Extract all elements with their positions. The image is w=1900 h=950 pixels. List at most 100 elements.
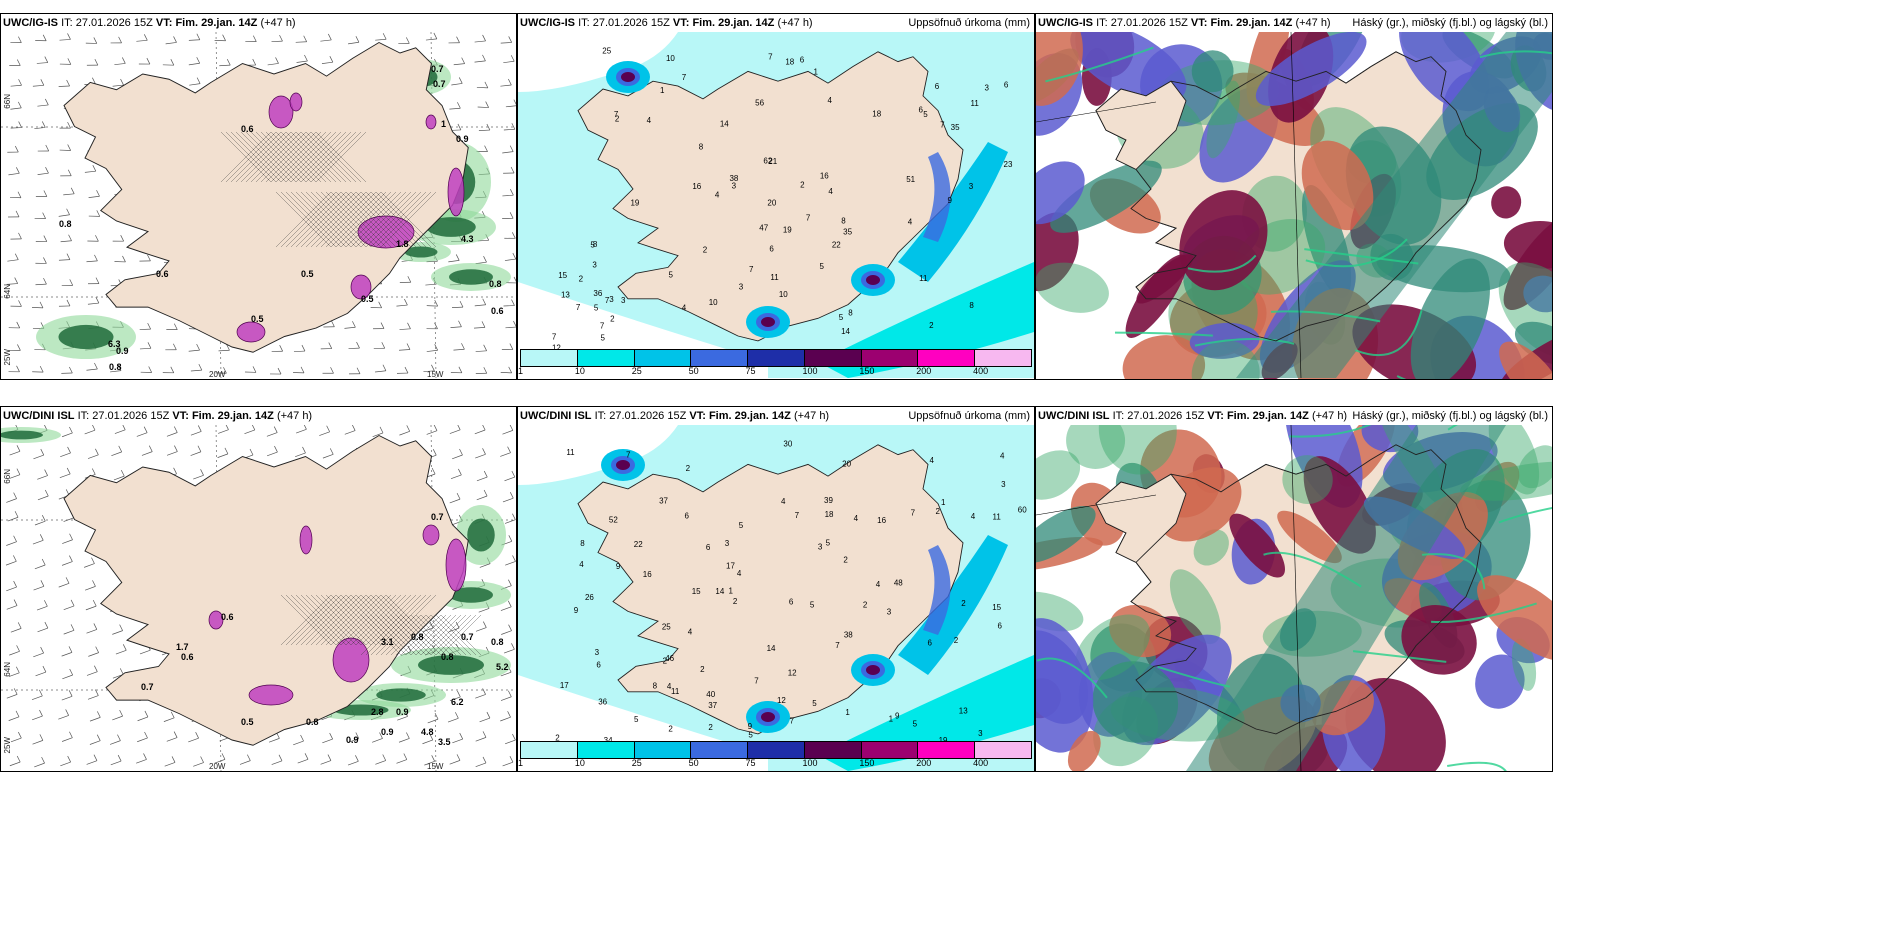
wind-barb: [239, 760, 251, 765]
precip-value: 7: [911, 508, 916, 517]
wind-barb-flag: [43, 257, 47, 264]
wind-barb: [475, 350, 487, 352]
wind-barb: [8, 716, 20, 721]
vt-label: VT:: [672, 17, 690, 29]
colorbar-cell: [521, 350, 578, 366]
wind-barb-flag: [40, 646, 44, 654]
precip-map[interactable]: 1 3 3 2 3 2 4 4 2 3 5 7 7 6 10 1 2 7 6 5 8 38 51 62 47 8 5 7 4 6 7 6 10 1…: [518, 32, 1034, 379]
precip-value: 6: [596, 661, 601, 670]
precip-value: 2: [961, 599, 966, 608]
lon-20-label: 20W: [209, 762, 226, 771]
wind-barb-flag: [456, 36, 460, 43]
wind-barb-flag: [380, 322, 385, 329]
wind-barb: [219, 64, 231, 67]
contour-label: 0.9: [396, 707, 409, 717]
wind-barb: [88, 652, 99, 657]
wind-barb-flag: [148, 445, 153, 452]
cloud-contour: [1355, 310, 1423, 357]
wind-barb: [188, 62, 200, 66]
graticule-line: [1036, 101, 1157, 123]
wind-barb-flag: [39, 734, 44, 741]
precip-value: 3: [739, 283, 744, 292]
wind-barb-flag: [146, 57, 151, 65]
precip-value: 34: [604, 736, 613, 745]
hatch-line: [360, 614, 402, 656]
precip-value: 11: [971, 99, 980, 108]
wind-barb-flag: [459, 448, 463, 456]
colorbar-cell: [861, 350, 919, 366]
wind-barb: [503, 648, 515, 654]
wind-barb-flag: [44, 600, 48, 607]
precip-value: 16: [877, 516, 886, 525]
cloud-map[interactable]: [1036, 32, 1552, 379]
precip-value: 14: [767, 644, 776, 653]
wind-barb: [37, 172, 49, 175]
wind-barb: [322, 738, 333, 744]
hatch-line: [380, 614, 422, 656]
precip-value: 3: [969, 182, 974, 191]
cloud-cover-area: [1401, 604, 1477, 675]
cloud-cover-area: [1523, 275, 1552, 313]
wind-barb-flag: [18, 232, 22, 240]
wind-barb-flag: [511, 232, 516, 239]
colorbar-cell: [861, 742, 919, 758]
wind-barb-flag: [483, 256, 487, 263]
wind-barb: [504, 258, 516, 261]
wind-barb: [8, 672, 20, 677]
wind-barb-flag: [40, 448, 45, 456]
precip-value: 3: [725, 539, 730, 548]
wind-barb: [141, 451, 153, 456]
wind-barb: [166, 451, 178, 456]
precip-value: 25: [602, 46, 611, 55]
wind-barb: [475, 627, 487, 632]
convective-precip: [332, 637, 370, 683]
wind-barb: [110, 760, 122, 766]
vt-label: VT:: [689, 410, 706, 422]
wind-barb-flag: [92, 77, 96, 84]
model-name: UWC/DINI ISL: [3, 410, 75, 422]
hatch-line: [280, 131, 332, 183]
wind-barb: [396, 759, 407, 764]
precip-value: 7: [795, 511, 800, 520]
cloud-cover-area: [1511, 638, 1537, 691]
wind-map[interactable]: 0.7 0.6 0.7 0.9 3.1 0.8 0.8 0.7 0.8 5.2 6.2 2.8 0.9 0…: [1, 425, 516, 771]
wind-barb: [37, 495, 49, 501]
wind-barb-flag: [92, 580, 96, 587]
lon-15-label: 15W: [427, 370, 444, 379]
wind-barb-flag: [69, 555, 73, 562]
precip-value: 6: [935, 82, 940, 91]
precip-value: 14: [715, 587, 724, 596]
wind-barb: [347, 41, 359, 45]
cloud-cover-area: [1067, 730, 1101, 771]
wind-barb: [33, 454, 44, 460]
wind-barb-flag: [509, 492, 514, 499]
wind-barb-flag: [278, 754, 283, 761]
vt-label: VT:: [172, 410, 189, 422]
wind-barb: [114, 429, 126, 434]
wind-barb: [188, 349, 200, 352]
precip-value: 4: [854, 514, 859, 523]
it-label: IT:: [1112, 410, 1125, 422]
hatch-line: [310, 131, 362, 183]
field-title: Háský (gr.), miðský (fj.bl.) og lágský (…: [1352, 410, 1548, 422]
wind-barb-flag: [273, 426, 278, 433]
wind-barb-flag: [512, 555, 516, 562]
lat-66-label: 66N: [3, 469, 12, 484]
wind-barb-flag: [483, 367, 488, 374]
wind-barb-flag: [482, 425, 486, 431]
wind-map[interactable]: 0.7 0.6 0.8 0.6 0.5 1 0.9 4.3 0.8 0.6 6.3 0.9 0.8 0.5…: [1, 32, 516, 379]
hatch-line: [370, 614, 412, 656]
wind-barb-flag: [482, 688, 486, 695]
precip-map[interactable]: 7 6 6 3 5 4 3 4 2 4 3 7 7 6 9 11 4 5 4 4 2 2 7 8 37 39 3 2 60 34 37 48 3…: [518, 425, 1034, 771]
convective-precip: [422, 524, 440, 546]
wind-barb-flag: [509, 212, 514, 219]
cloud-map[interactable]: [1036, 425, 1552, 771]
wind-barb: [89, 740, 101, 745]
vt-value: Fim. 29.jan. 14Z: [1210, 17, 1293, 29]
wind-barb-flag: [226, 58, 231, 66]
wind-barb-flag: [431, 467, 436, 475]
precip-value: 39: [824, 496, 833, 505]
contour-label: 6.2: [451, 697, 464, 707]
precip-value: 2: [733, 597, 738, 606]
wind-barb-flag: [68, 690, 73, 697]
